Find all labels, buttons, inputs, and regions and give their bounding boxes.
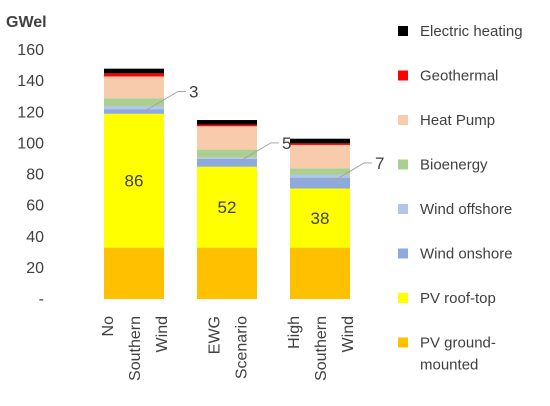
x-tick-label-line: Scenario <box>234 316 251 379</box>
bars <box>104 68 350 299</box>
bar-segment <box>290 143 350 145</box>
callout-label: 7 <box>375 154 384 173</box>
callout-label: 5 <box>282 134 291 153</box>
legend-label: Bioenergy <box>420 157 488 174</box>
y-tick-label: 100 <box>17 135 44 152</box>
bar-segment <box>290 174 350 178</box>
data-label: 52 <box>218 198 237 217</box>
bar-segment <box>290 138 350 144</box>
bar-segment <box>104 106 164 110</box>
y-tick-label: 160 <box>17 42 44 59</box>
legend-label: Heat Pump <box>420 112 495 129</box>
x-tick-label-line: Wind <box>154 316 171 352</box>
bar-segment <box>197 158 257 167</box>
y-tick-label: 80 <box>26 167 44 184</box>
bar-segment <box>197 120 257 125</box>
x-tick-label-line: No <box>100 316 117 337</box>
legend-swatch <box>398 248 408 259</box>
legend-label: mounted <box>420 357 478 374</box>
x-tick-label-line: Southern <box>127 316 144 381</box>
legend-label: Electric heating <box>420 23 523 40</box>
x-tick-label: No Southern Wind <box>100 316 171 381</box>
bar-segment <box>290 168 350 175</box>
bar-segment <box>104 113 164 248</box>
legend-label: PV roof-top <box>420 290 496 307</box>
legend-swatch <box>398 70 408 81</box>
legend-swatch <box>398 159 408 170</box>
bar-segment <box>290 177 350 189</box>
callouts: 3 5 7 <box>143 82 384 184</box>
bar-segment <box>104 98 164 107</box>
legend-swatch <box>398 337 408 348</box>
x-tick-label-line: High <box>286 316 303 349</box>
legend-swatch <box>398 26 408 36</box>
bar-segment <box>197 126 257 150</box>
bar-segment <box>197 157 257 159</box>
x-axis: No Southern Wind EWG Scenario High Southern Win… <box>100 316 357 381</box>
y-axis: - 20 40 60 80 100 120 140 160 <box>17 42 44 308</box>
legend-label: Geothermal <box>420 68 498 85</box>
y-axis-label: GWel <box>6 14 47 31</box>
x-tick-label-line: Wind <box>340 316 357 352</box>
bar-segment <box>197 247 257 299</box>
legend-swatch <box>398 204 408 214</box>
legend-swatch <box>398 115 408 125</box>
y-tick-label: 120 <box>17 104 44 121</box>
data-label: 86 <box>125 172 144 191</box>
legend-label: Wind onshore <box>420 246 513 263</box>
legend-label: Wind offshore <box>420 201 512 218</box>
bar-segment <box>104 68 164 74</box>
y-tick-label: 40 <box>26 229 44 246</box>
y-tick-label: 140 <box>17 73 44 90</box>
bar-segment <box>104 73 164 77</box>
bar-segment <box>290 144 350 169</box>
y-tick-label: 60 <box>26 198 44 215</box>
data-label: 38 <box>311 209 330 228</box>
bar-segment <box>104 76 164 99</box>
bar-segment <box>104 109 164 114</box>
y-tick-label: 20 <box>26 260 44 277</box>
callout-leader-line <box>236 142 279 164</box>
legend: Electric heating Geothermal Heat Pump Bioen… <box>398 23 523 374</box>
legend-label: PV ground- <box>420 335 496 352</box>
bar-segment <box>104 247 164 299</box>
bar-segment <box>197 149 257 158</box>
y-tick-label: - <box>39 291 44 308</box>
bar-segment <box>290 188 350 248</box>
x-tick-label-line: Southern <box>313 316 330 381</box>
bar-segment <box>290 247 350 299</box>
x-tick-label: EWG Scenario <box>207 316 251 379</box>
bar-segment <box>197 166 257 248</box>
bar-segment <box>197 124 257 127</box>
callout-label: 3 <box>189 82 198 101</box>
x-tick-label-line: EWG <box>207 316 224 354</box>
callout-leader-line <box>329 162 372 184</box>
x-tick-label: High Southern Wind <box>286 316 357 381</box>
callout-leader-line <box>143 90 186 112</box>
data-labels: 86 52 38 <box>125 172 330 228</box>
legend-swatch <box>398 293 408 303</box>
